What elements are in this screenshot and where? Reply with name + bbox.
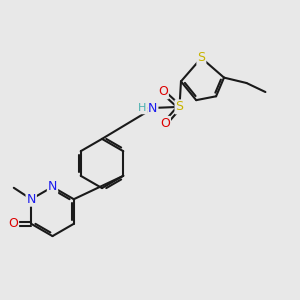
Text: O: O — [160, 117, 170, 130]
Text: N: N — [26, 193, 36, 206]
Text: N: N — [48, 180, 57, 194]
Text: S: S — [197, 51, 206, 64]
Text: N: N — [148, 102, 158, 115]
Text: S: S — [176, 100, 184, 113]
Text: O: O — [8, 217, 18, 230]
Text: H: H — [138, 103, 146, 113]
Text: O: O — [158, 85, 168, 98]
